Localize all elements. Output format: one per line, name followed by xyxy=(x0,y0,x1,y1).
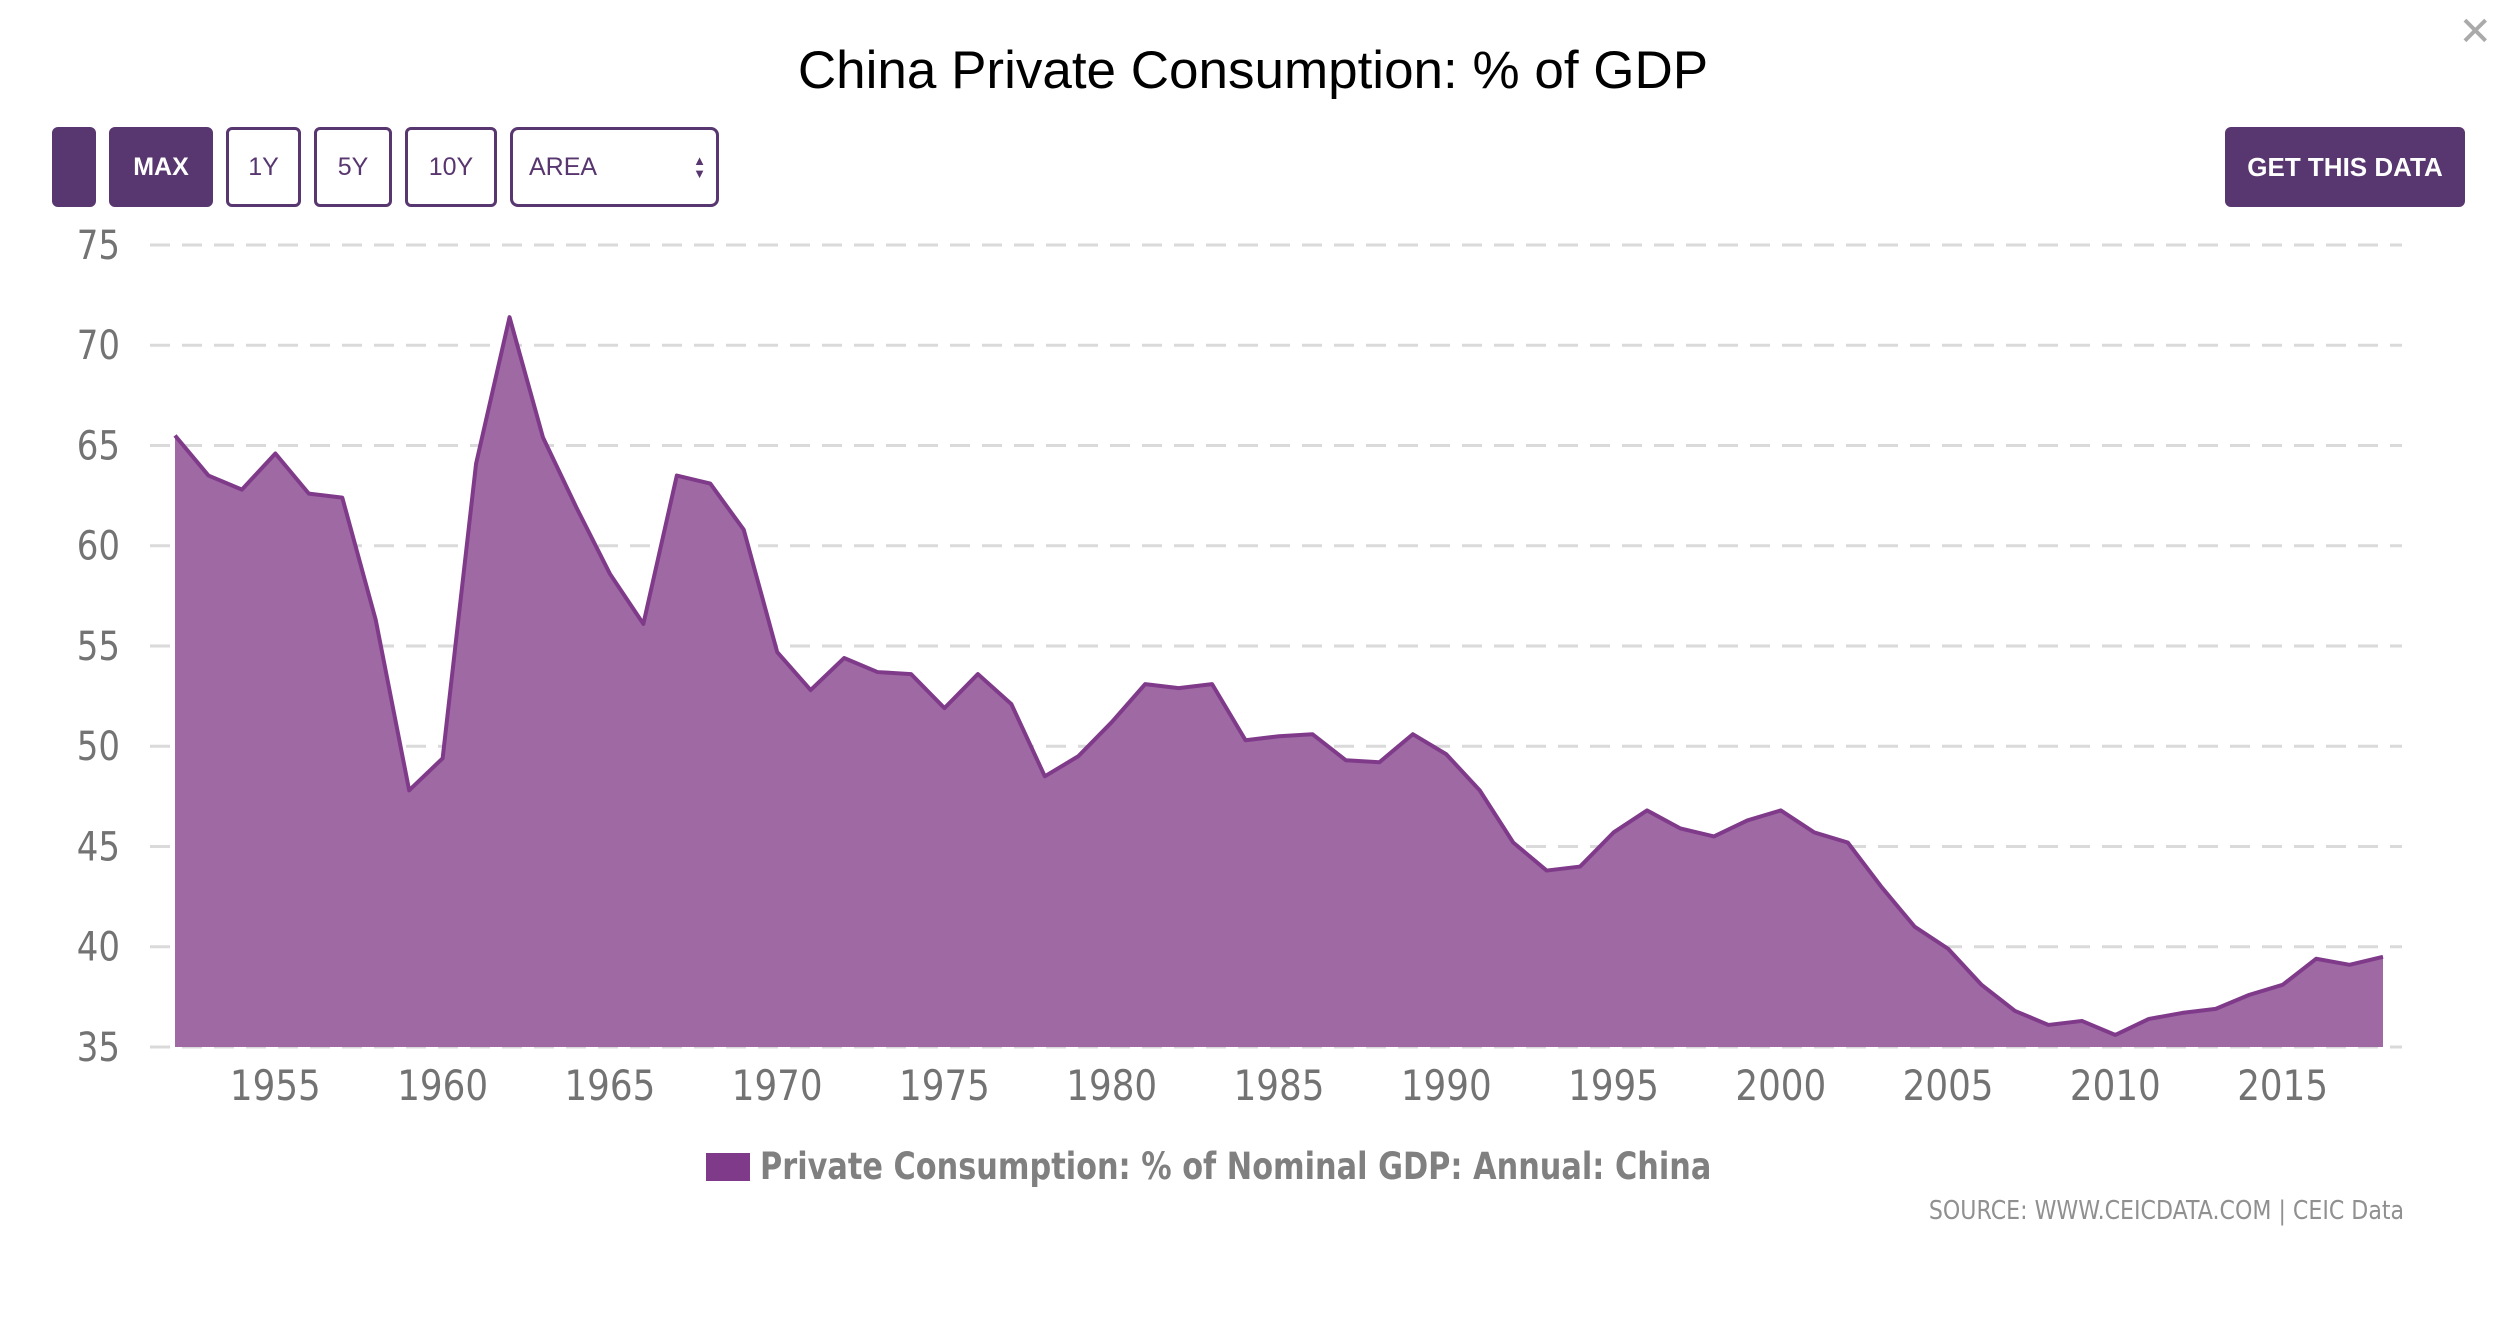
x-tick-label: 1965 xyxy=(564,1062,655,1110)
chart-type-select[interactable]: AREA ▲ ▼ xyxy=(510,127,719,207)
max-range-button[interactable]: MAX xyxy=(109,127,213,207)
get-this-data-button[interactable]: GET THIS DATA xyxy=(2225,127,2465,207)
x-tick-label: 1980 xyxy=(1066,1062,1157,1110)
y-axis-ticks: 35 40 45 50 55 60 65 70 75 xyxy=(77,222,120,1070)
y-tick-label: 60 xyxy=(77,523,120,569)
x-tick-label: 1975 xyxy=(899,1062,990,1110)
x-tick-label: 2010 xyxy=(2070,1062,2161,1110)
blank-button[interactable] xyxy=(52,127,96,207)
chart-title: China Private Consumption: % of GDP xyxy=(797,41,1709,100)
range-toolbar: MAX 1Y 5Y 10Y AREA ▲ ▼ xyxy=(52,127,719,207)
x-tick-label: 1990 xyxy=(1401,1062,1492,1110)
series-group xyxy=(173,315,2384,1047)
y-tick-label: 45 xyxy=(77,824,120,870)
x-tick-label: 1955 xyxy=(230,1062,321,1110)
x-tick-label: 2015 xyxy=(2237,1062,2328,1110)
chart-type-value: AREA xyxy=(529,152,598,181)
y-tick-label: 40 xyxy=(77,924,120,970)
series-area xyxy=(175,317,2383,1047)
x-tick-label: 2000 xyxy=(1735,1062,1826,1110)
x-tick-label: 1985 xyxy=(1234,1062,1325,1110)
x-tick-label: 2005 xyxy=(1903,1062,1994,1110)
x-axis-ticks: 1955 1960 1965 1970 1975 1980 1985 1990 1995 2000… xyxy=(230,1062,2328,1110)
10y-range-button[interactable]: 10Y xyxy=(405,127,497,207)
y-tick-label: 65 xyxy=(77,423,120,469)
close-icon[interactable]: ✕ xyxy=(2458,9,2492,55)
legend[interactable]: Private Consumption: % of Nominal GDP: A… xyxy=(0,1145,2506,1188)
x-tick-label: 1970 xyxy=(732,1062,823,1110)
legend-label: Private Consumption: % of Nominal GDP: A… xyxy=(759,1145,1712,1188)
5y-range-button[interactable]: 5Y xyxy=(314,127,392,207)
y-tick-label: 50 xyxy=(77,724,120,770)
x-tick-label: 1960 xyxy=(397,1062,488,1110)
legend-swatch xyxy=(705,1152,750,1181)
x-tick-label: 1995 xyxy=(1568,1062,1659,1110)
1y-range-button[interactable]: 1Y xyxy=(226,127,301,207)
y-tick-label: 55 xyxy=(77,623,120,669)
y-tick-label: 70 xyxy=(77,323,120,369)
select-arrows-icon: ▲ ▼ xyxy=(693,153,706,181)
y-tick-label: 75 xyxy=(77,222,120,268)
y-tick-label: 35 xyxy=(77,1024,120,1070)
source-credit: SOURCE: WWW.CEICDATA.COM | CEIC Data xyxy=(1928,1196,2404,1226)
